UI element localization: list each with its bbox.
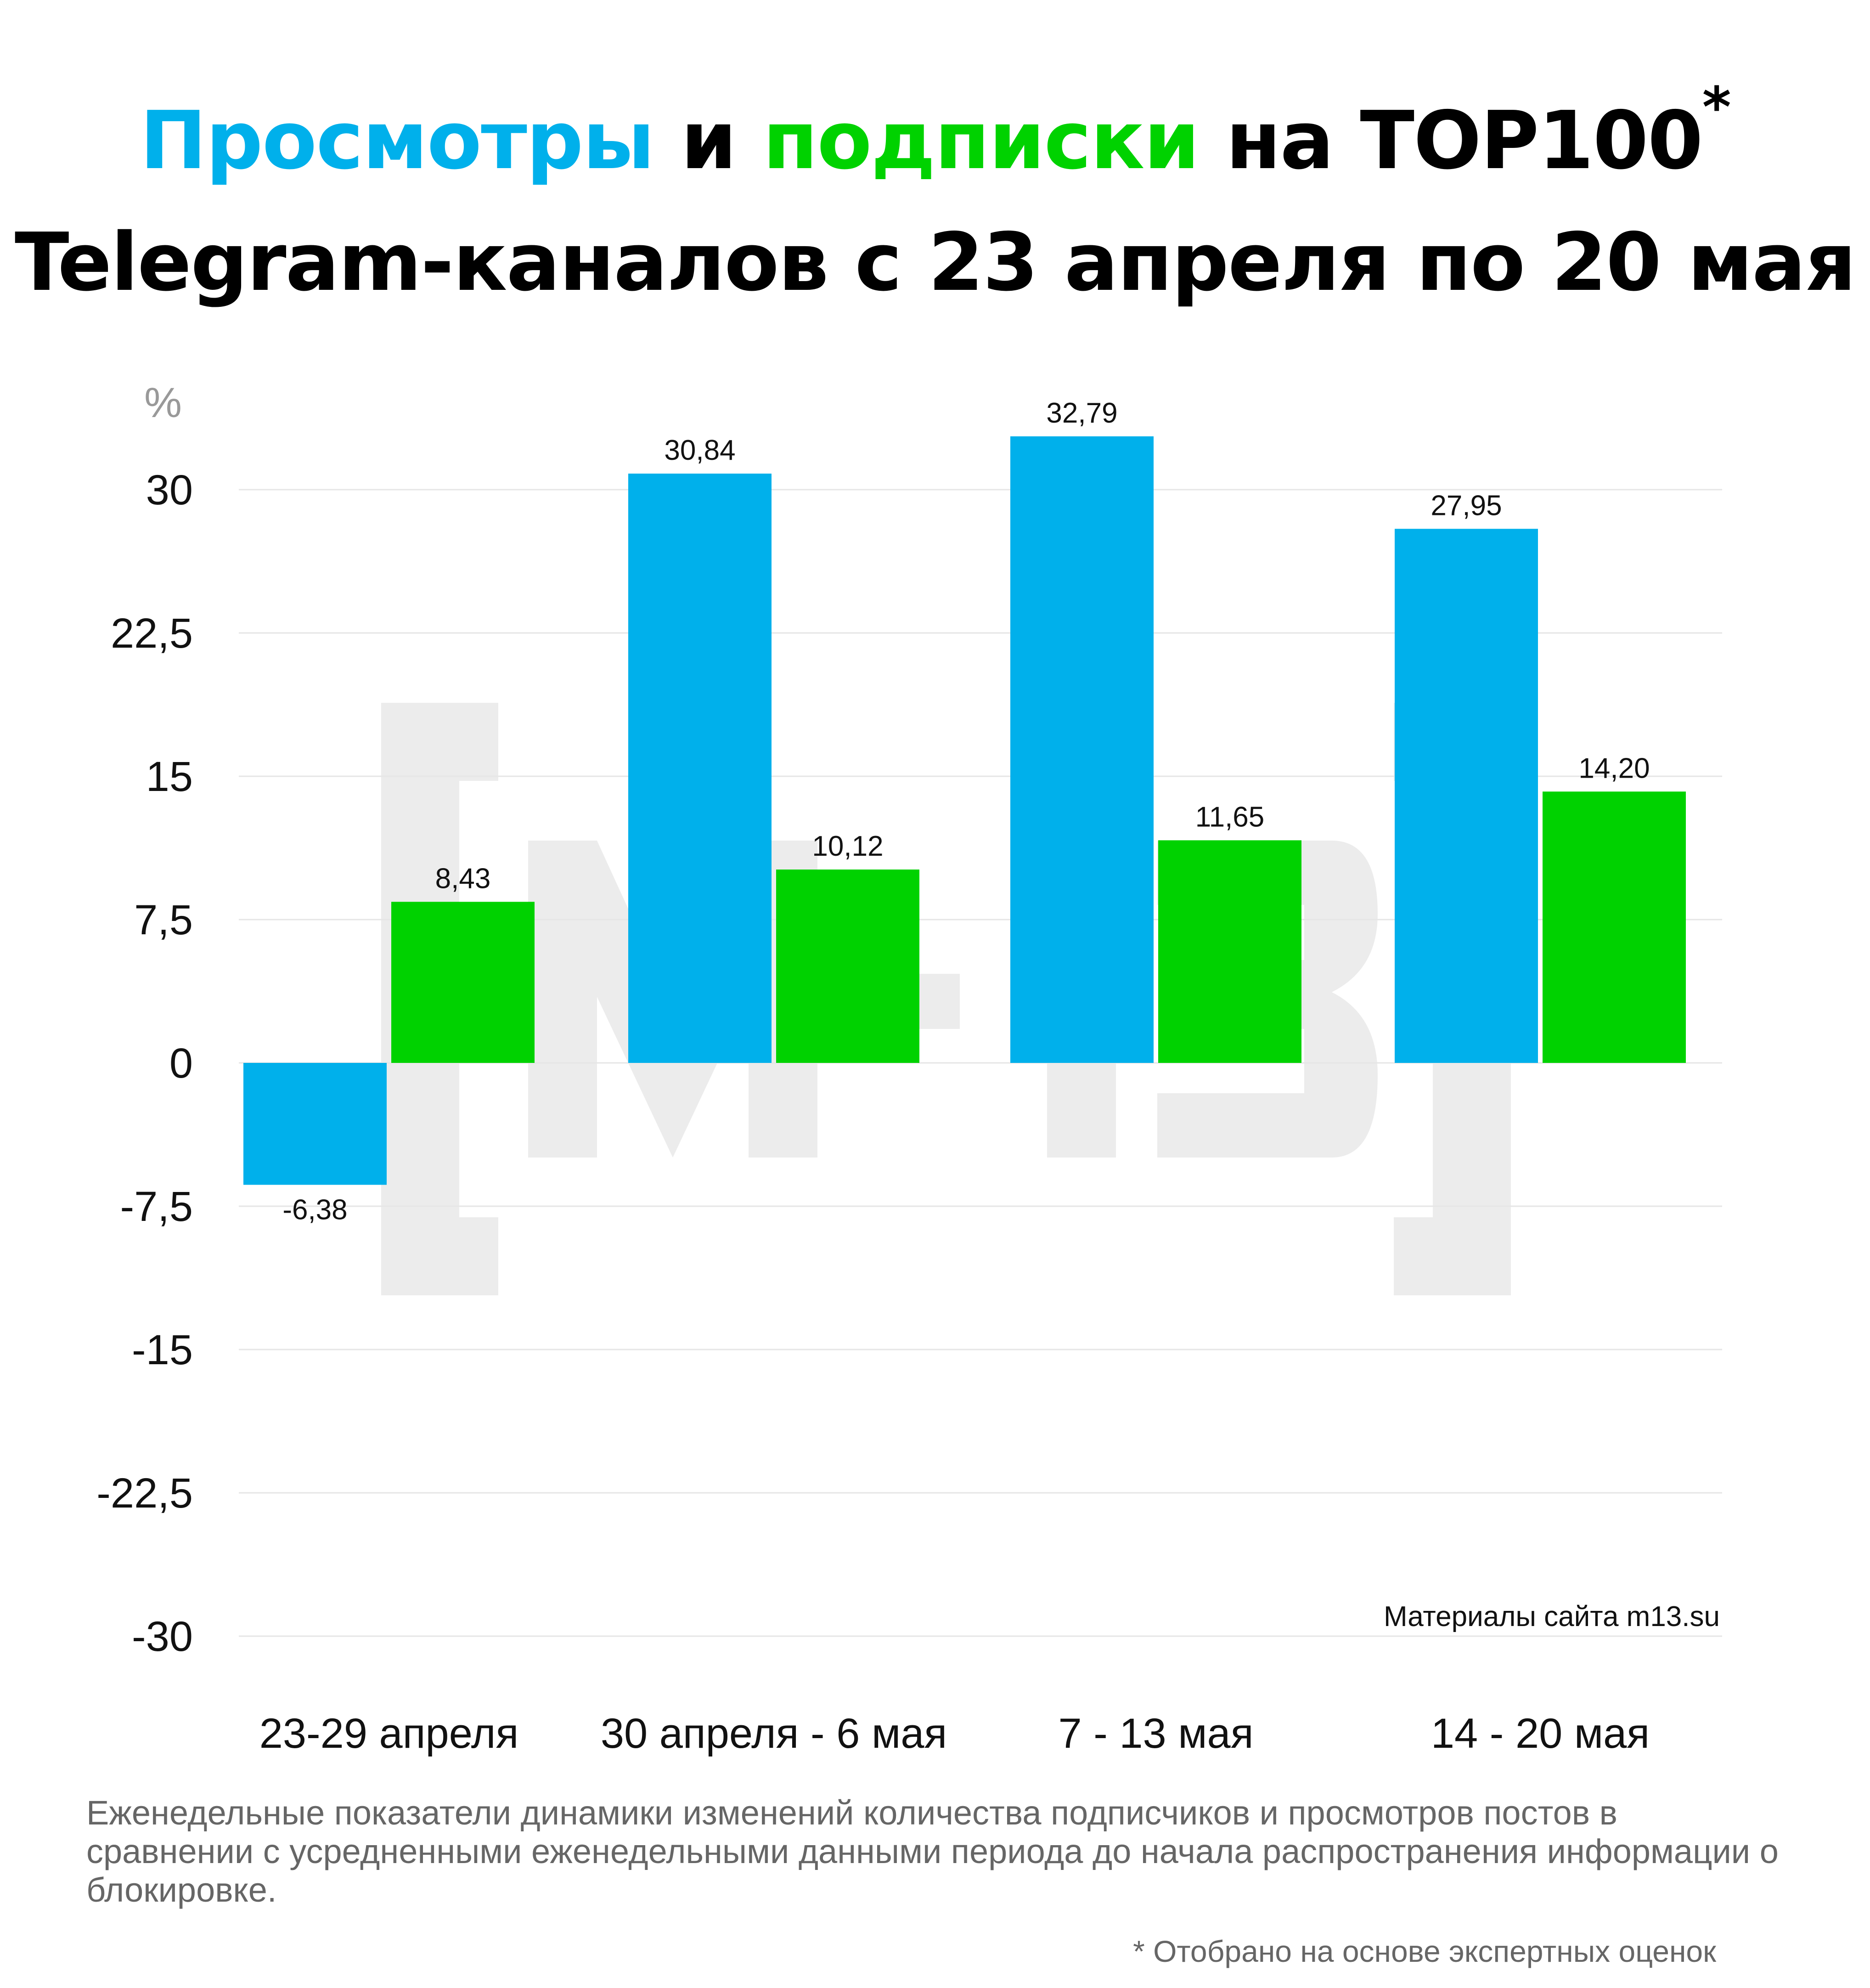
y-tick-label: -30 xyxy=(132,1613,193,1660)
data-label-subscriptions: 14,20 xyxy=(1578,752,1650,784)
title-asterisk: * xyxy=(1702,76,1731,140)
y-tick-label: 15 xyxy=(146,753,193,800)
bar-subscriptions xyxy=(1543,791,1686,1063)
y-tick-label: -22,5 xyxy=(96,1470,193,1517)
data-label-subscriptions: 8,43 xyxy=(435,863,491,894)
bar-views xyxy=(1010,436,1154,1063)
y-tick-label: -7,5 xyxy=(120,1183,193,1230)
footnote-asterisk: * Отобрано на основе экспертных оценок xyxy=(1133,1934,1716,1968)
data-label-subscriptions: 11,65 xyxy=(1195,801,1265,833)
source-label: Материалы сайта m13.su xyxy=(1384,1601,1720,1632)
bar-subscriptions xyxy=(1158,840,1301,1063)
y-tick-label: 30 xyxy=(146,467,193,514)
x-category-label: 30 апреля - 6 мая xyxy=(601,1710,947,1757)
title-views-word: Просмотры xyxy=(140,94,655,187)
title-and-word: и xyxy=(681,94,737,187)
chart-title-line1: Просмотры и подписки на TOP100* xyxy=(0,76,1870,187)
footnote-description: Еженедельные показатели динамики изменен… xyxy=(86,1794,1779,1909)
x-category-label: 7 - 13 мая xyxy=(1058,1710,1253,1757)
y-tick-label: 0 xyxy=(169,1040,193,1087)
chart-title-line2: Telegram-каналов с 23 апреля по 20 мая xyxy=(14,216,1856,309)
x-category-label: 23-29 апреля xyxy=(259,1710,519,1757)
y-tick-label: 22,5 xyxy=(111,610,193,657)
bar-subscriptions xyxy=(391,902,535,1063)
y-tick-label: 7,5 xyxy=(134,897,193,943)
data-label-views: -6,38 xyxy=(282,1194,347,1226)
title-rest: на TOP100 xyxy=(1226,94,1703,187)
data-label-views: 32,79 xyxy=(1046,397,1117,429)
bar-views xyxy=(243,1063,387,1185)
bar-views xyxy=(1395,529,1538,1063)
data-label-views: 30,84 xyxy=(664,435,735,466)
labels: 30 22,5 15 7,5 0 -7,5 -15 -22,5 -30% -6,38 30,84 32… xyxy=(96,379,1720,1757)
bar-subscriptions xyxy=(776,870,919,1063)
bars xyxy=(243,436,1686,1185)
data-label-views: 27,95 xyxy=(1431,490,1502,521)
y-tick-label: -15 xyxy=(132,1327,193,1373)
y-unit-label: % xyxy=(144,379,182,426)
bar-views xyxy=(628,474,772,1063)
data-label-subscriptions: 10,12 xyxy=(812,830,883,862)
title-subscriptions-word: подписки xyxy=(762,94,1200,187)
x-category-label: 14 - 20 мая xyxy=(1431,1710,1650,1757)
